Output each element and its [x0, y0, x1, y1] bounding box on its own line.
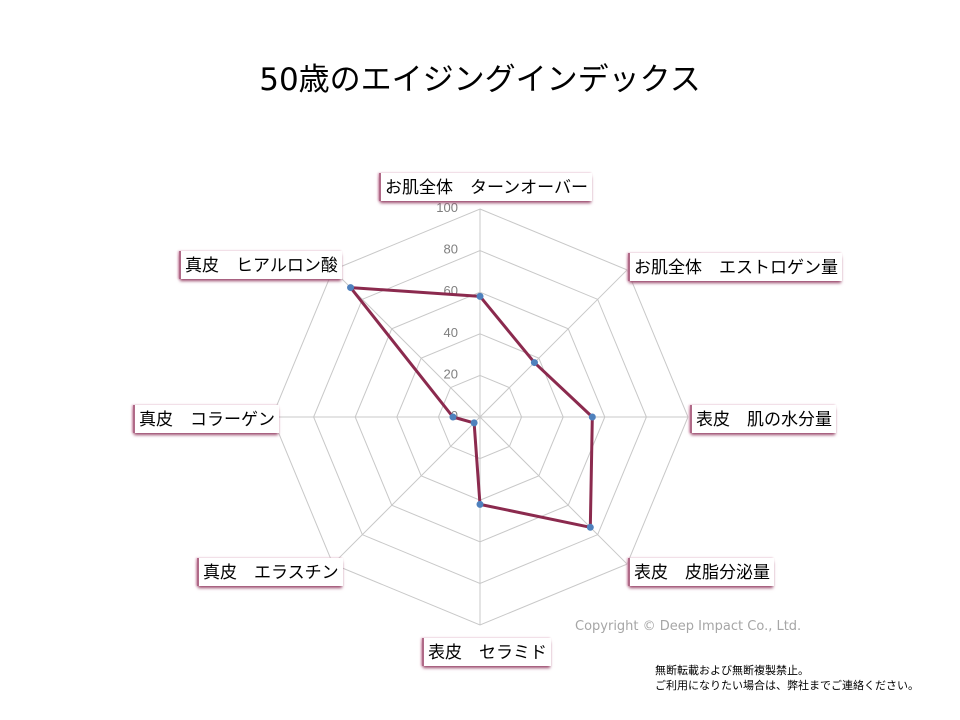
radar-ring: [354, 291, 606, 543]
tick-label: 80: [444, 242, 458, 257]
reproduction-notice: 無断転載および無断複製禁止。 ご利用になりたい場合は、弊社までご連絡ください。: [655, 663, 919, 693]
axis-label-estrogen: お肌全体 エストロゲン量: [628, 253, 842, 281]
radar-spoke: [479, 269, 628, 418]
tick-label: 40: [444, 325, 458, 340]
notice-line-2: ご利用になりたい場合は、弊社までご連絡ください。: [655, 679, 919, 692]
notice-line-1: 無断転載および無断複製禁止。: [655, 664, 809, 677]
tick-label: 20: [444, 366, 458, 381]
radar-ring: [271, 208, 689, 626]
data-point: [530, 359, 538, 367]
data-point: [449, 413, 457, 421]
axis-label-sebum: 表皮 皮脂分泌量: [628, 558, 774, 586]
radial-tick-labels: 020406080100: [436, 200, 458, 423]
radar-spoke: [479, 416, 628, 565]
axis-label-skin-moisture: 表皮 肌の水分量: [690, 405, 836, 433]
radar-ring: [437, 374, 523, 460]
radar-series: [347, 284, 596, 531]
copyright-notice: Copyright © Deep Impact Co., Ltd.: [575, 619, 802, 634]
data-point: [347, 284, 355, 292]
chart-title: 50歳のエイジングインデックス: [259, 62, 701, 98]
data-point: [586, 523, 594, 531]
data-point: [476, 292, 484, 300]
data-point: [470, 419, 478, 427]
axis-label-hyaluronic: 真皮 ヒアルロン酸: [179, 251, 342, 279]
axis-label-elastin: 真皮 エラスチン: [197, 558, 343, 586]
axis-label-ceramide: 表皮 セラミド: [422, 638, 551, 666]
tick-label: 100: [436, 200, 458, 215]
axis-label-turnover: お肌全体 ターンオーバー: [379, 173, 592, 201]
data-point: [588, 413, 596, 421]
axis-label-collagen: 真皮 コラーゲン: [133, 405, 279, 433]
radar-ring: [313, 250, 647, 584]
radar-spoke: [332, 416, 481, 565]
data-point: [476, 500, 484, 508]
